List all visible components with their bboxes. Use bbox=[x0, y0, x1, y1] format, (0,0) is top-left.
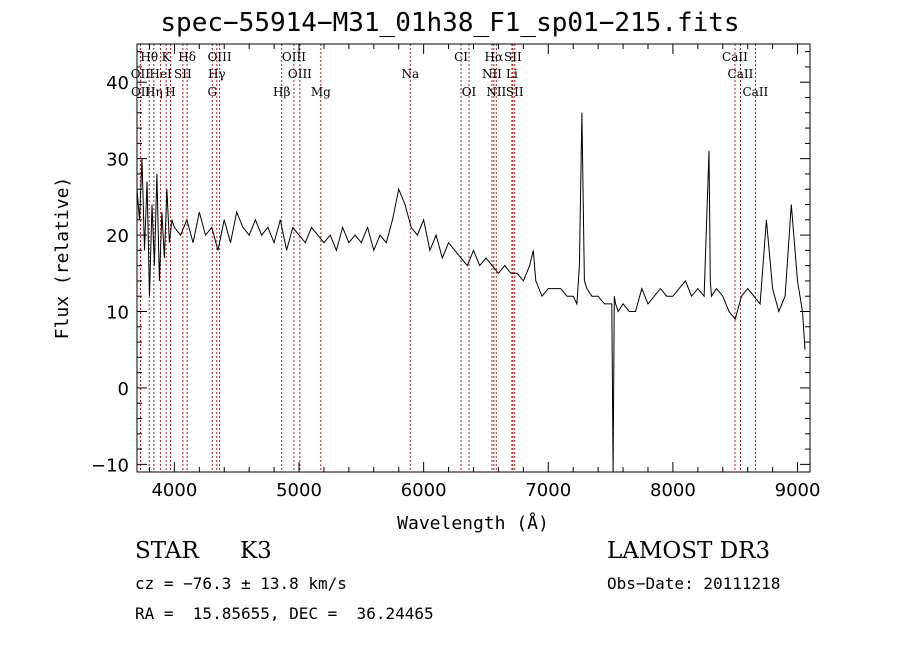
y-tick-label: −10 bbox=[91, 455, 129, 476]
x-tick-label: 9000 bbox=[775, 480, 821, 501]
reference-line-label: Mg bbox=[311, 85, 331, 99]
subclass: K3 bbox=[240, 538, 272, 564]
x-tick-label: 8000 bbox=[650, 480, 696, 501]
reference-line-label: Hα bbox=[485, 50, 504, 64]
reference-line-label: Na bbox=[401, 67, 419, 81]
chart-title: spec−55914−M31_01h38_F1_sp01−215.fits bbox=[160, 8, 740, 38]
reference-line-label: CaII bbox=[742, 85, 768, 99]
survey-name: LAMOST DR3 bbox=[607, 538, 771, 564]
reference-line-label: G bbox=[207, 85, 217, 99]
reference-line-label: Li bbox=[506, 67, 518, 81]
x-tick-label: 6000 bbox=[401, 480, 447, 501]
x-tick-label: 5000 bbox=[276, 480, 322, 501]
observation-date: Obs−Date: 20111218 bbox=[607, 574, 781, 593]
reference-line-label: OII bbox=[131, 67, 151, 81]
y-tick-label: 30 bbox=[106, 150, 129, 171]
reference-line-label: Hθ bbox=[140, 50, 158, 64]
reference-line-label: SII bbox=[504, 50, 522, 64]
axes: 4000 5000 6000 7000 8000 9000 −10 0 10 20 30 40 bbox=[91, 44, 820, 501]
y-tick-label: 10 bbox=[106, 303, 129, 324]
coordinates: RA = 15.85655, DEC = 36.24465 bbox=[135, 604, 434, 623]
reference-line-label: SII bbox=[174, 67, 192, 81]
reference-line-label: OI bbox=[462, 85, 477, 99]
spectrum-line bbox=[136, 112, 806, 473]
y-tick-label: 40 bbox=[106, 73, 129, 94]
x-axis-label: Wavelength (Å) bbox=[397, 512, 549, 534]
reference-line-label: CI bbox=[454, 50, 468, 64]
reference-line-label: OIII bbox=[288, 67, 312, 81]
reference-line-label: SII bbox=[506, 85, 524, 99]
reference-line-label: H bbox=[165, 85, 175, 99]
reference-line-label: OIII bbox=[282, 50, 306, 64]
object-class: STAR bbox=[135, 538, 199, 564]
reference-line-label: CaII bbox=[728, 67, 754, 81]
reference-line-label: CaII bbox=[722, 50, 748, 64]
reference-line-label: Hδ bbox=[178, 50, 196, 64]
reference-line-label: NII bbox=[486, 85, 506, 99]
y-axis-label: Flux (relative) bbox=[52, 177, 73, 340]
plot-frame bbox=[136, 43, 811, 473]
y-tick-label: 20 bbox=[106, 226, 129, 247]
reference-line-label: OIII bbox=[208, 50, 232, 64]
x-tick-label: 7000 bbox=[525, 480, 571, 501]
reference-line-label: K bbox=[162, 50, 172, 64]
reference-line-label: OII bbox=[131, 85, 151, 99]
x-tick-label: 4000 bbox=[151, 480, 197, 501]
reference-line-label: Hβ bbox=[273, 85, 290, 99]
reference-line-label: NII bbox=[482, 67, 502, 81]
reference-lines bbox=[139, 44, 756, 472]
reference-line-label: Hγ bbox=[208, 67, 226, 81]
velocity-readout: cz = −76.3 ± 13.8 km/s bbox=[135, 574, 347, 593]
y-tick-label: 0 bbox=[118, 379, 129, 400]
reference-line-label: Hη bbox=[145, 85, 163, 99]
reference-line-label: HeI bbox=[149, 67, 172, 81]
